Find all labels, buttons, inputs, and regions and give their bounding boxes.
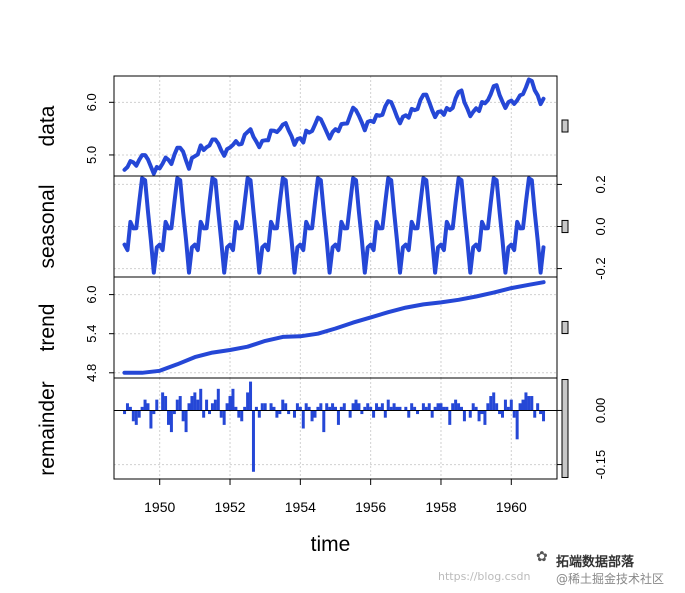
panel-data: 5.0 6.0 data <box>36 75 569 177</box>
y-tick-label: 5.4 <box>84 325 99 343</box>
y-tick-label: 0.00 <box>593 398 608 423</box>
panel-label-trend: trend <box>36 304 59 352</box>
scale-bar <box>561 119 569 133</box>
y-tick-label: -0.2 <box>593 257 608 279</box>
x-tick-label: 1960 <box>496 499 527 515</box>
y-tick-label: 6.0 <box>84 93 99 111</box>
y-tick-label: 4.8 <box>84 364 99 382</box>
seasonal-line <box>122 176 546 275</box>
wechat-icon: ✿ <box>536 549 548 565</box>
y-tick-label: 0.2 <box>593 175 608 193</box>
watermark-brand: 拓端数据部落 <box>556 555 635 570</box>
trend-line <box>122 280 546 375</box>
panel-label-remainder: remainder <box>36 381 59 476</box>
panel-label-seasonal: seasonal <box>36 184 59 268</box>
x-tick-label: 1954 <box>285 499 316 515</box>
watermark-community: @稀土掘金技术社区 <box>556 572 665 586</box>
y-tick-label: 0.0 <box>593 217 608 235</box>
panel-label-data: data <box>36 105 59 146</box>
scale-bar <box>561 320 569 335</box>
x-tick-label: 1956 <box>355 499 386 515</box>
panel-trend: 4.8 5.4 6.0 trend <box>36 276 569 382</box>
watermark-url: https://blog.csdn <box>438 570 531 583</box>
x-tick-label: 1950 <box>144 499 175 515</box>
panel-seasonal: -0.2 0.0 0.2 seasonal <box>36 175 608 279</box>
y-tick-label: 6.0 <box>84 286 99 304</box>
y-tick-label: 5.0 <box>84 146 99 164</box>
x-axis-label: time <box>311 533 351 556</box>
data-line <box>122 77 546 176</box>
panel-remainder: -0.15 0.00 remainder <box>36 377 608 480</box>
y-tick-label: -0.15 <box>593 450 608 480</box>
scale-bar <box>561 379 569 478</box>
scale-bar <box>561 219 569 234</box>
panel-frame <box>113 377 558 480</box>
x-tick-label: 1958 <box>425 499 456 515</box>
x-tick-label: 1952 <box>214 499 245 515</box>
